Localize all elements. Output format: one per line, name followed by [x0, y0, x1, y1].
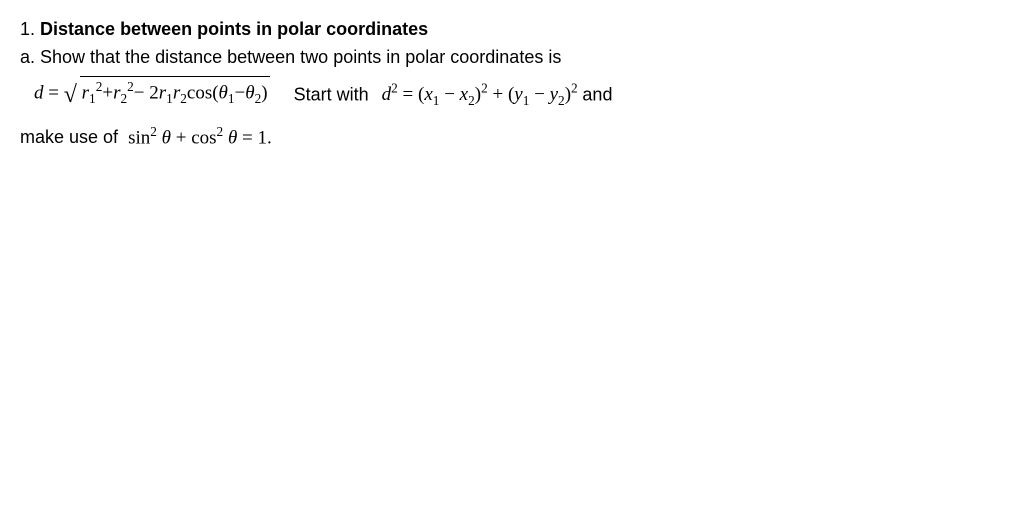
- sqrt-symbol: √: [64, 82, 77, 108]
- rparen: ): [261, 83, 267, 104]
- equals: =: [48, 83, 63, 104]
- minus-s2: −: [529, 84, 549, 105]
- d-squared-formula: d2 = (x1 − x2)2 + (y1 − y2)2: [382, 84, 583, 105]
- x2: x: [460, 84, 468, 105]
- x2-sub: 2: [468, 93, 475, 108]
- and-text: and: [582, 84, 612, 104]
- formula-line: d = √ r12+r22− 2r1r2cos(θ1−θ2) Start wit…: [20, 76, 1004, 112]
- subpart-a-text: a. Show that the distance between two po…: [20, 44, 1004, 70]
- y1: y: [514, 84, 522, 105]
- problem-title: Distance between points in polar coordin…: [40, 19, 428, 39]
- plus2: +: [171, 128, 191, 149]
- theta1-sub: 1: [228, 91, 235, 106]
- plus: +: [102, 83, 113, 104]
- cos2: cos: [191, 128, 216, 149]
- theta1: θ: [219, 83, 228, 104]
- eq2: =: [398, 84, 418, 105]
- start-with-group: Start with d2 = (x1 − x2)2 + (y1 − y2)2 …: [294, 79, 613, 110]
- y2-sub: 2: [558, 93, 565, 108]
- var-d: d: [34, 83, 44, 104]
- distance-formula: d = √ r12+r22− 2r1r2cos(θ1−θ2): [34, 76, 270, 112]
- minus-s1: −: [439, 84, 459, 105]
- d2-sup: 2: [391, 81, 398, 96]
- x1: x: [424, 84, 432, 105]
- sqrt-body: r12+r22− 2r1r2cos(θ1−θ2): [80, 76, 270, 108]
- r1b-sub: 1: [166, 91, 173, 106]
- plus-s: +: [488, 84, 508, 105]
- problem-number: 1.: [20, 19, 35, 39]
- r1-sub: 1: [89, 91, 96, 106]
- r2b-sub: 2: [180, 91, 187, 106]
- theta-a: θ: [162, 128, 171, 149]
- cos: cos: [187, 83, 212, 104]
- theta2: θ: [245, 83, 254, 104]
- y2: y: [550, 84, 558, 105]
- start-with-text: Start with: [294, 84, 369, 104]
- identity-line: make use of sin2 θ + cos2 θ = 1.: [20, 122, 1004, 152]
- sq2: 2: [571, 81, 578, 96]
- theta-b: θ: [228, 128, 237, 149]
- minus: −: [134, 83, 149, 104]
- problem-number-line: 1. Distance between points in polar coor…: [20, 16, 1004, 42]
- sqrt-expression: √ r12+r22− 2r1r2cos(θ1−θ2): [64, 76, 270, 112]
- d2-d: d: [382, 84, 392, 105]
- r1: r: [82, 83, 89, 104]
- make-use-text: make use of: [20, 124, 118, 150]
- sin: sin: [128, 128, 150, 149]
- minus2: −: [235, 83, 246, 104]
- sin-sup: 2: [150, 124, 157, 139]
- pythagorean-identity: sin2 θ + cos2 θ = 1.: [128, 122, 272, 152]
- r2-sup: 2: [127, 79, 134, 94]
- sq1: 2: [481, 81, 488, 96]
- eq1: = 1.: [237, 128, 271, 149]
- two: 2: [149, 83, 159, 104]
